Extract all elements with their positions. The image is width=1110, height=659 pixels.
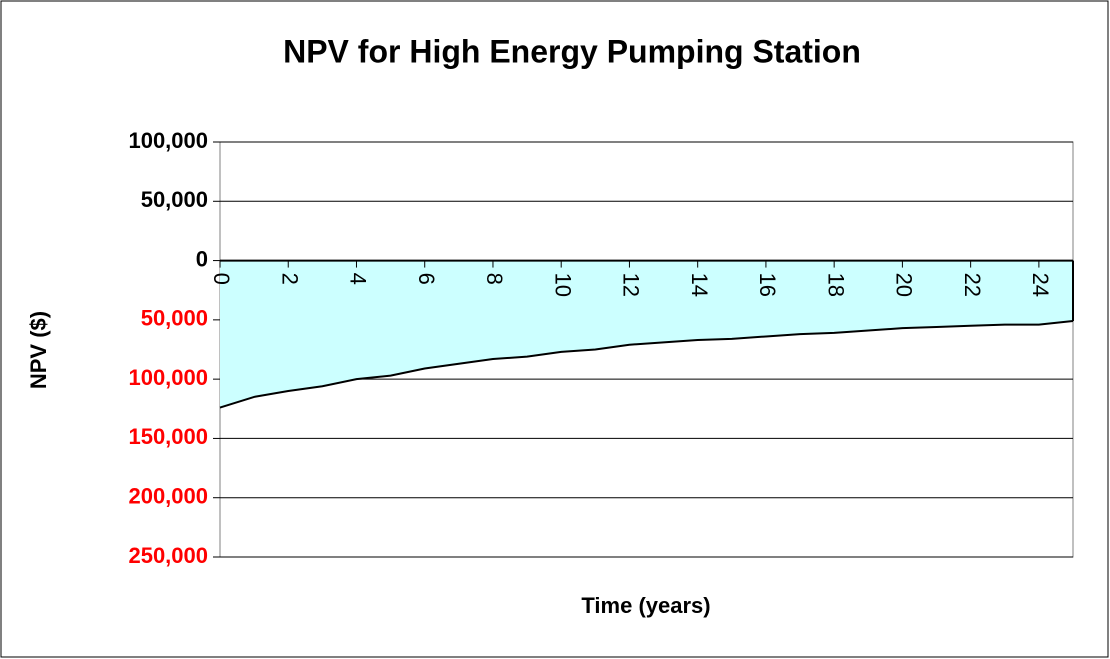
x-tick-label: 24 xyxy=(1028,273,1053,297)
x-tick-label: 8 xyxy=(482,273,507,285)
chart-title: NPV for High Energy Pumping Station xyxy=(283,33,861,69)
area-line xyxy=(219,320,1074,409)
y-tick-label: 50,000 xyxy=(141,187,208,212)
x-tick-label: 12 xyxy=(619,273,644,297)
y-tick-label: 150,000 xyxy=(128,424,208,449)
x-tick-label: 22 xyxy=(960,273,985,297)
y-tick-label: 50,000 xyxy=(141,306,208,331)
x-tick-label: 6 xyxy=(414,273,439,285)
x-tick-label: 4 xyxy=(346,273,371,285)
x-tick-label: 16 xyxy=(755,273,780,297)
x-tick-label: 14 xyxy=(687,273,712,297)
y-tick-label: 100,000 xyxy=(128,128,208,153)
y-tick-label: 0 xyxy=(196,246,208,271)
x-tick-label: 10 xyxy=(550,273,575,297)
y-axis-title: NPV ($) xyxy=(26,311,51,389)
x-tick-label: 0 xyxy=(209,273,234,285)
area xyxy=(220,260,1073,408)
x-tick-label: 2 xyxy=(277,273,302,285)
x-axis-title: Time (years) xyxy=(581,593,710,618)
y-tick-label: 200,000 xyxy=(128,484,208,509)
x-tick-label: 18 xyxy=(823,273,848,297)
x-tick-label: 20 xyxy=(892,273,917,297)
y-tick-label: 250,000 xyxy=(128,543,208,568)
y-tick-label: 100,000 xyxy=(128,365,208,390)
